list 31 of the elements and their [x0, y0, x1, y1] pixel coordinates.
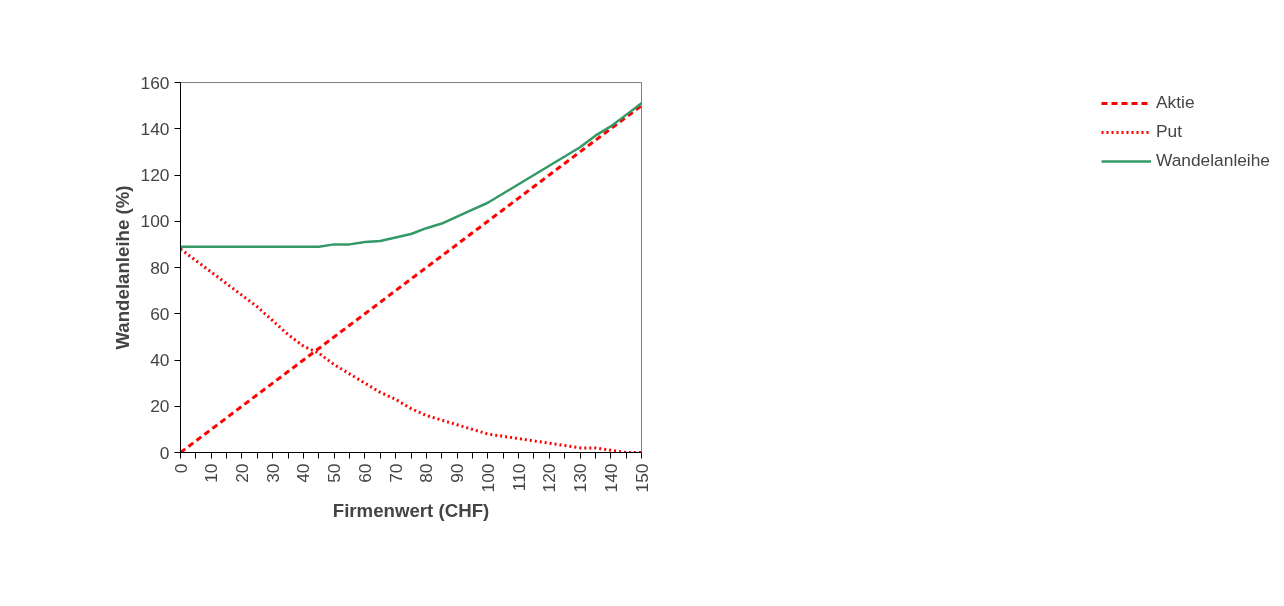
y-tick-label: 80 [150, 257, 170, 278]
legend-label: Wandelanleihe [1156, 150, 1270, 171]
y-tick-label: 60 [150, 303, 170, 324]
x-tick-label: 30 [262, 463, 283, 483]
x-tick-label: 110 [508, 463, 529, 492]
x-tick-label: 10 [201, 463, 222, 483]
x-tick-label: 120 [539, 463, 560, 493]
y-tick-label: 140 [140, 118, 170, 139]
x-tick-label: 150 [631, 463, 652, 493]
x-axis-title: Firmenwert (CHF) [332, 500, 490, 522]
legend-label: Aktie [1156, 92, 1195, 113]
x-tick-label: 50 [324, 463, 345, 483]
x-tick-label: 60 [354, 463, 375, 483]
x-tick-label: 100 [477, 463, 498, 493]
x-tick-label: 40 [293, 463, 314, 483]
y-tick-label: 0 [159, 442, 170, 463]
legend-label: Put [1156, 121, 1183, 142]
x-tick-label: 80 [416, 463, 437, 483]
y-tick-label: 20 [150, 396, 170, 417]
y-axis-title: Wandelanleihe (%) [111, 185, 133, 350]
x-tick-label: 0 [170, 463, 191, 474]
x-tick-label: 20 [231, 463, 252, 483]
y-tick-label: 100 [140, 211, 170, 232]
y-tick-label: 160 [140, 72, 170, 93]
x-tick-label: 130 [570, 463, 591, 493]
y-tick-label: 40 [150, 350, 170, 370]
line-series [180, 102, 642, 248]
y-tick-label: 120 [140, 165, 170, 185]
x-tick-label: 90 [447, 463, 468, 483]
x-tick-label: 70 [385, 463, 406, 483]
x-tick-label: 140 [600, 463, 621, 493]
